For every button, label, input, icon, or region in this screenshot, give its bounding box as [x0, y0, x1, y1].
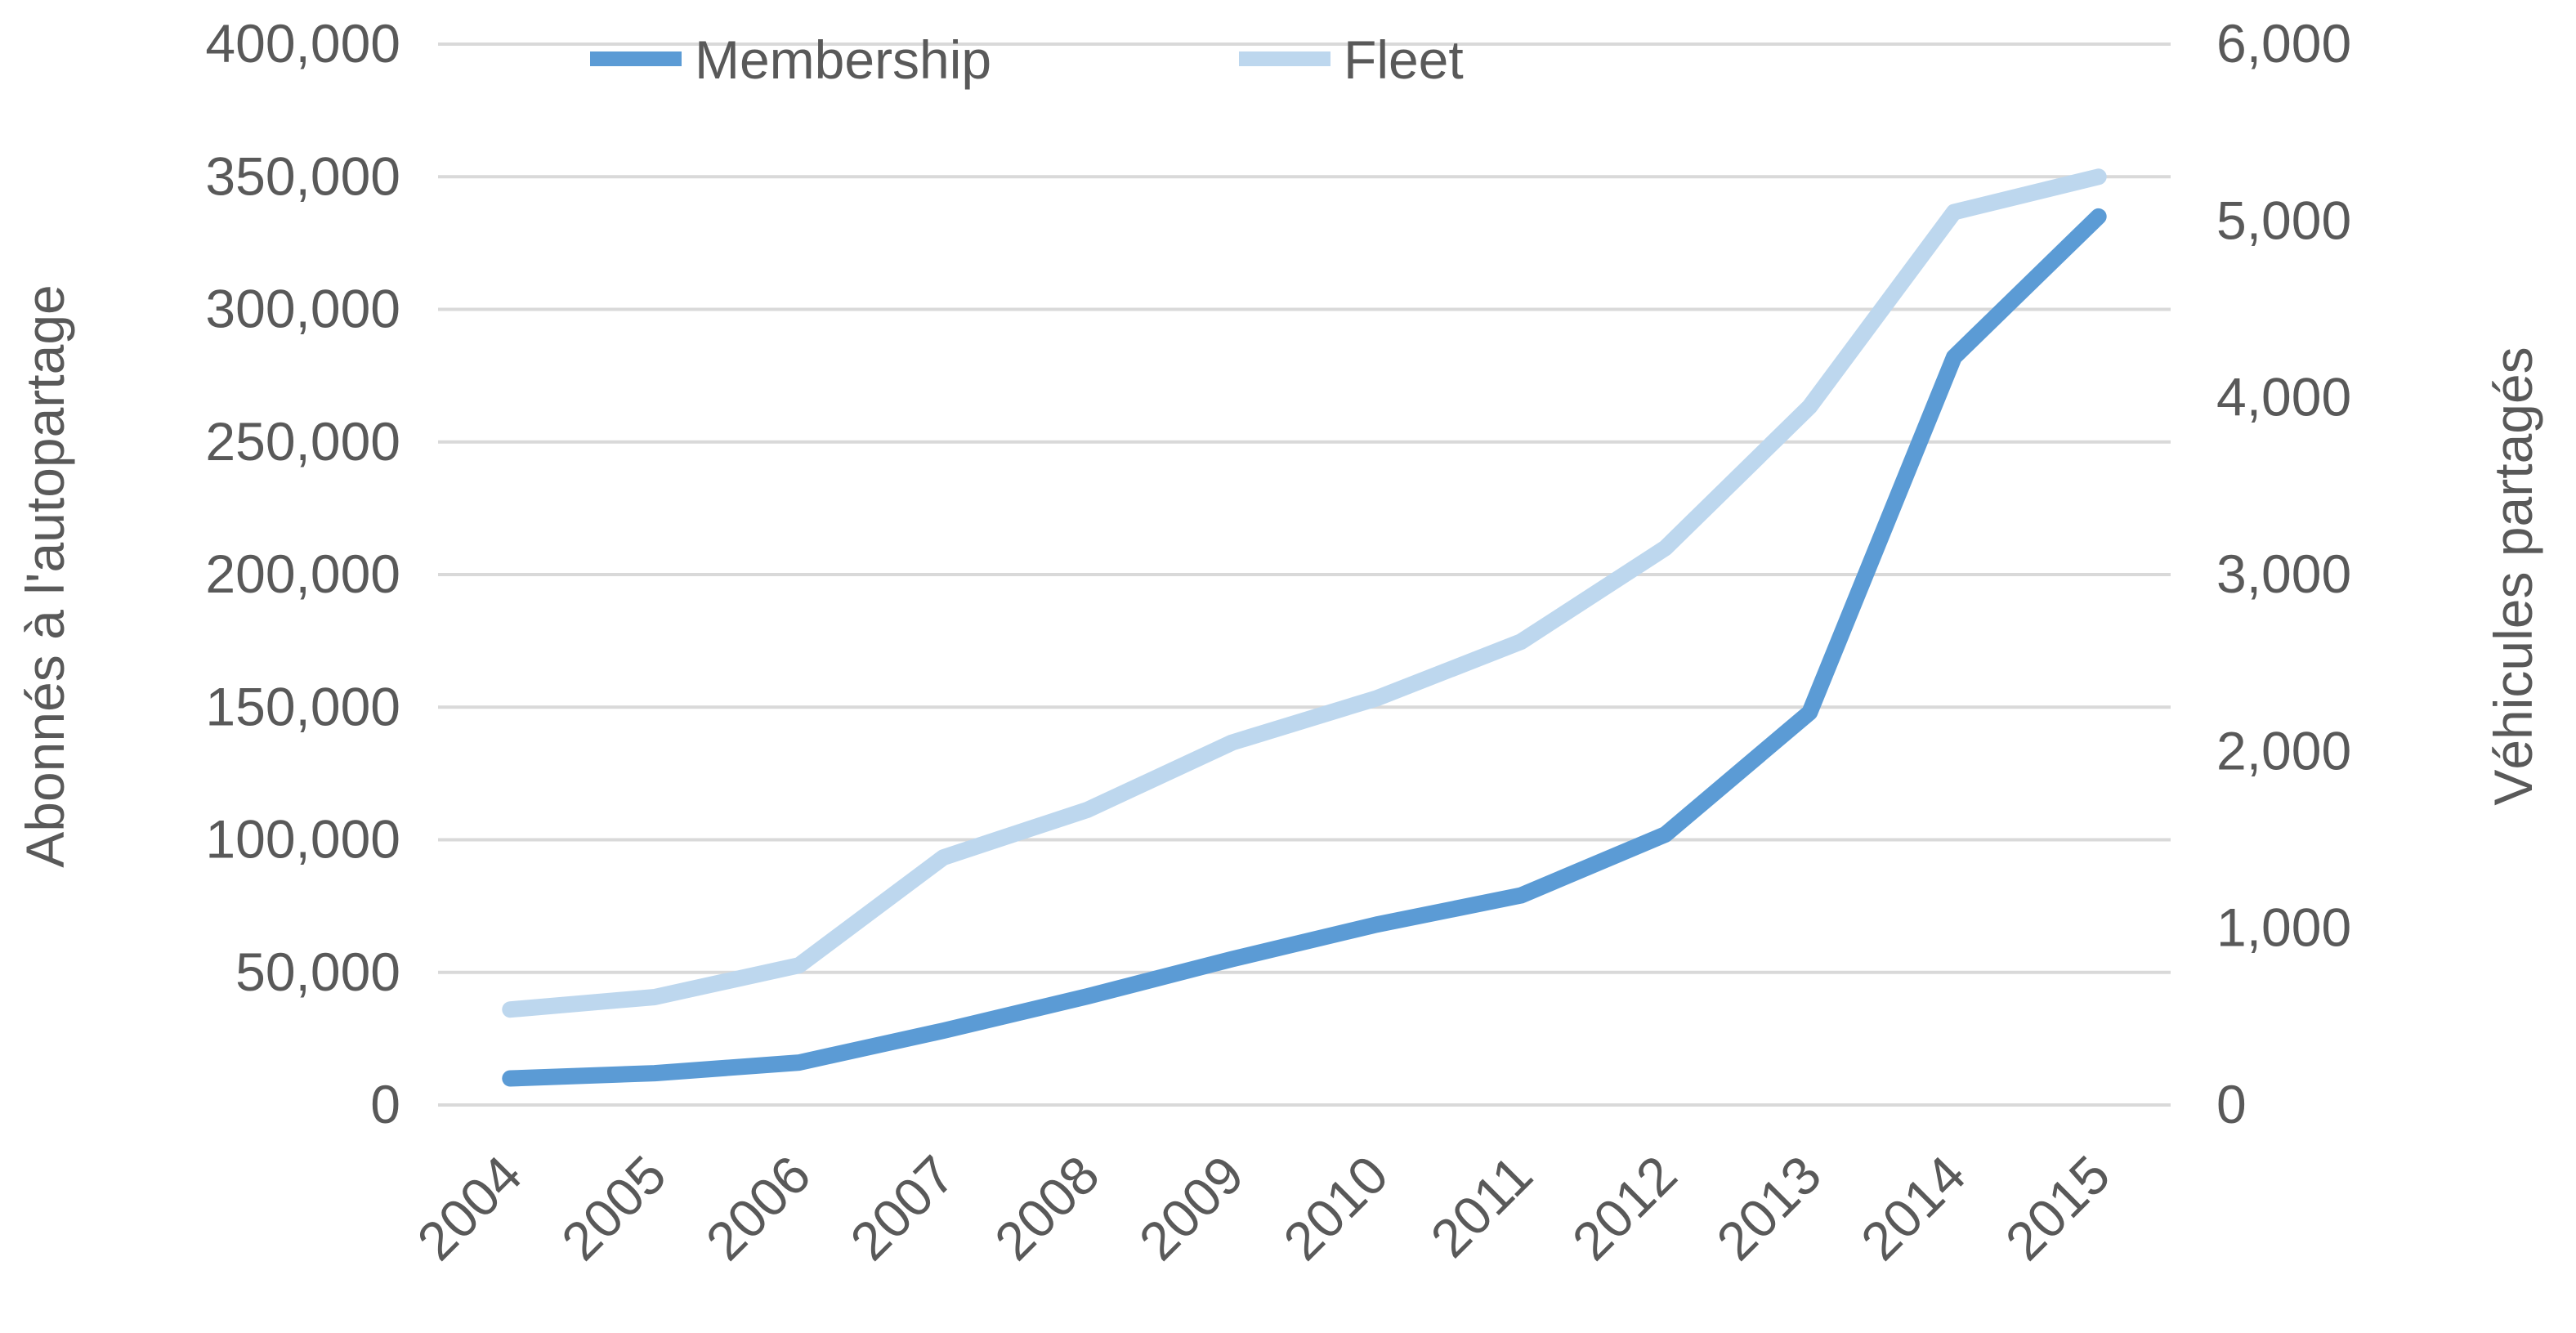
left-axis-ticks: 0 50,000 100,000 150,000 200,000 250,000 300,0… [205, 13, 400, 1134]
x-tick-label: 2009 [1127, 1144, 1254, 1272]
left-tick-label: 100,000 [205, 809, 400, 870]
right-axis-ticks: 0 1,000 2,000 3,000 4,000 5,000 6,000 [2216, 13, 2351, 1134]
x-tick-label: 2007 [839, 1144, 966, 1272]
x-tick-label: 2010 [1272, 1144, 1399, 1272]
x-tick-label: 2011 [1419, 1144, 1544, 1269]
series-lines [502, 168, 2107, 1087]
left-axis-title: Abonnés à l'autopartage [15, 284, 75, 868]
x-tick-label: 2012 [1560, 1144, 1688, 1272]
right-tick-label: 2,000 [2216, 720, 2351, 781]
legend-label-fleet: Fleet [1344, 29, 1464, 90]
left-tick-label: 250,000 [205, 411, 400, 472]
x-tick-label: 2004 [405, 1144, 533, 1272]
left-tick-label: 300,000 [205, 279, 400, 339]
x-tick-label: 2006 [694, 1144, 821, 1272]
series-line-membership [502, 208, 2107, 1087]
x-axis-ticks: 2004 2005 2006 2007 2008 2009 2010 2011 2012 2013… [405, 1144, 2121, 1272]
right-tick-label: 0 [2216, 1074, 2247, 1134]
left-tick-label: 0 [370, 1074, 400, 1134]
gridlines [438, 42, 2171, 1107]
right-tick-label: 1,000 [2216, 897, 2351, 958]
x-tick-label: 2008 [983, 1144, 1111, 1272]
legend: Membership Fleet [590, 29, 1464, 90]
legend-label-membership: Membership [695, 29, 991, 90]
x-tick-label: 2014 [1849, 1144, 1977, 1272]
left-tick-label: 400,000 [205, 13, 400, 74]
left-tick-label: 50,000 [235, 942, 400, 1002]
right-tick-label: 6,000 [2216, 13, 2351, 74]
right-axis-title: Véhicules partagés [2483, 347, 2543, 805]
x-tick-label: 2005 [550, 1144, 678, 1272]
right-tick-label: 5,000 [2216, 190, 2351, 250]
left-tick-label: 200,000 [205, 543, 400, 604]
series-line-fleet [502, 168, 2107, 1018]
right-tick-label: 4,000 [2216, 367, 2351, 427]
left-tick-label: 150,000 [205, 676, 400, 736]
left-tick-label: 350,000 [205, 145, 400, 206]
right-tick-label: 3,000 [2216, 543, 2351, 604]
x-tick-label: 2013 [1705, 1144, 1832, 1272]
x-tick-label: 2015 [1993, 1144, 2121, 1272]
